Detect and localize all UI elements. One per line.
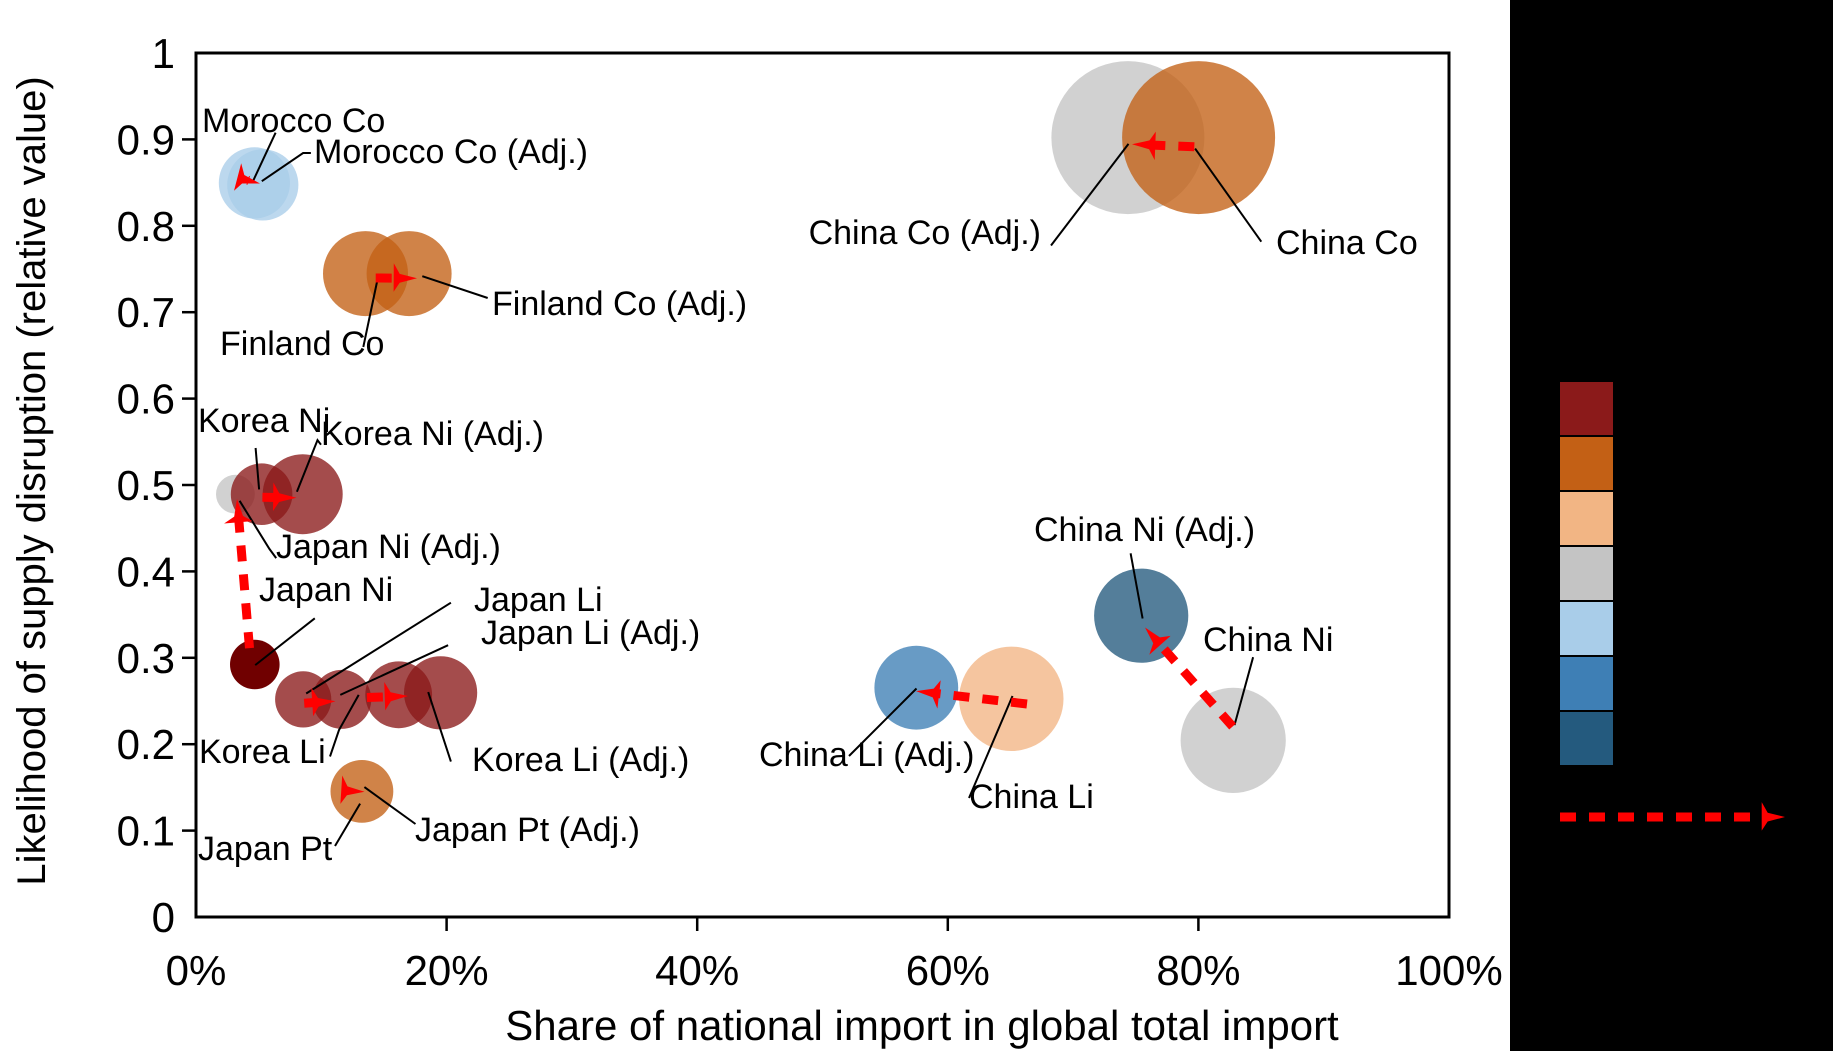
svg-text:0.6: 0.6: [117, 376, 175, 423]
svg-text:Korea Li: Korea Li: [199, 733, 326, 771]
svg-text:40%: 40%: [655, 947, 739, 994]
svg-text:0%: 0%: [166, 947, 227, 994]
svg-text:Japan Ni: Japan Ni: [259, 571, 393, 609]
svg-text:1: 1: [152, 30, 175, 77]
svg-text:China Ni (Adj.): China Ni (Adj.): [1034, 511, 1255, 549]
svg-text:Japan Li (Adj.): Japan Li (Adj.): [481, 614, 700, 652]
svg-text:Korea Ni (Adj.): Korea Ni (Adj.): [321, 415, 544, 453]
svg-text:China Co (Adj.): China Co (Adj.): [809, 214, 1041, 252]
svg-text:China Li (Adj.): China Li (Adj.): [759, 736, 974, 774]
svg-text:100%: 100%: [1395, 947, 1502, 994]
svg-text:0: 0: [152, 894, 175, 941]
svg-text:Korea Ni: Korea Ni: [198, 402, 330, 440]
svg-text:China Co: China Co: [1276, 224, 1418, 262]
svg-text:Finland Co (Adj.): Finland Co (Adj.): [492, 285, 747, 323]
svg-text:0.2: 0.2: [117, 721, 175, 768]
svg-text:Japan Pt: Japan Pt: [198, 830, 333, 868]
svg-text:Morocco Co (Adj.): Morocco Co (Adj.): [314, 133, 588, 171]
svg-text:0.9: 0.9: [117, 116, 175, 163]
svg-text:0.1: 0.1: [117, 808, 175, 855]
svg-text:0.8: 0.8: [117, 203, 175, 250]
svg-text:Japan Ni (Adj.): Japan Ni (Adj.): [276, 528, 501, 566]
svg-text:0.4: 0.4: [117, 548, 175, 595]
svg-text:0.3: 0.3: [117, 635, 175, 682]
svg-text:Finland Co: Finland Co: [220, 325, 384, 363]
svg-text:0.5: 0.5: [117, 462, 175, 509]
svg-text:Share of national import in gl: Share of national import in global total…: [505, 1002, 1339, 1049]
svg-text:Likelihood of supply disruptio: Likelihood of supply disruption (relativ…: [10, 76, 54, 885]
svg-text:80%: 80%: [1156, 947, 1240, 994]
svg-text:Korea Li (Adj.): Korea Li (Adj.): [472, 741, 689, 779]
svg-text:China Ni: China Ni: [1203, 621, 1333, 659]
svg-text:60%: 60%: [906, 947, 990, 994]
svg-text:0.7: 0.7: [117, 289, 175, 336]
svg-text:Japan Pt (Adj.): Japan Pt (Adj.): [415, 811, 640, 849]
svg-text:China Li: China Li: [969, 778, 1094, 816]
svg-text:20%: 20%: [405, 947, 489, 994]
